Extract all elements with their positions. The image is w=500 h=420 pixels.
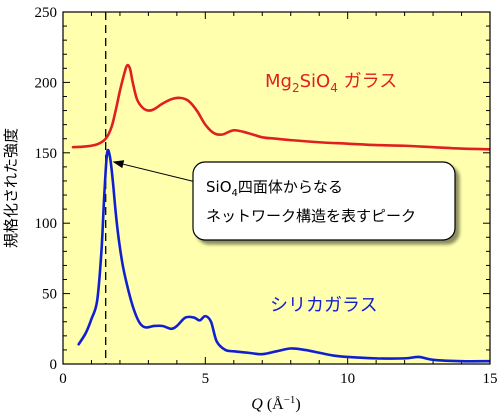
x-tick-label-15: 15 bbox=[483, 371, 498, 387]
y-tick-label-0: 0 bbox=[50, 357, 58, 373]
x-axis-title-close: ) bbox=[295, 396, 300, 413]
annotation-arrow-line bbox=[123, 163, 201, 184]
series-label-mg2sio4-part-a: Mg bbox=[265, 71, 292, 92]
annotation-line-1-sub: 4 bbox=[232, 188, 238, 199]
x-axis-title-open: (Å bbox=[263, 395, 284, 413]
annotation-line-1-part-a: SiO bbox=[206, 178, 232, 196]
series-label-mg2sio4: Mg2SiO4 ガラス bbox=[265, 71, 397, 95]
x-axis-title-var: Q bbox=[251, 396, 263, 413]
y-tick-label-250: 250 bbox=[35, 5, 58, 21]
x-tick-label-0: 0 bbox=[59, 371, 67, 387]
series-label-mg2sio4-part-c: ガラス bbox=[338, 71, 397, 92]
annotation-box bbox=[192, 161, 456, 241]
plot-frame bbox=[62, 11, 491, 365]
series-line-silica bbox=[77, 148, 490, 363]
y-tick-label-50: 50 bbox=[42, 287, 57, 303]
series-label-silica: シリカガラス bbox=[270, 295, 378, 316]
y-tick-label-200: 200 bbox=[35, 75, 58, 91]
x-axis-title-sup: −1 bbox=[284, 394, 296, 406]
annotation-arrow-head bbox=[112, 160, 125, 169]
y-tick-label-100: 100 bbox=[35, 216, 58, 232]
x-tick-label-5: 5 bbox=[202, 371, 210, 387]
x-tick-label-10: 10 bbox=[340, 371, 355, 387]
series-label-mg2sio4-part-b: SiO bbox=[300, 71, 331, 92]
series-label-mg2sio4-sub1: 2 bbox=[292, 81, 300, 95]
annotation-line-2: ネットワーク構造を表すピーク bbox=[206, 207, 416, 225]
annotation-line-1-part-b: 四面体からなる bbox=[238, 178, 343, 196]
y-tick-label-150: 150 bbox=[35, 146, 58, 162]
x-axis-title: Q (Å−1) bbox=[251, 394, 301, 413]
x-axis-ticks: 0 5 10 15 bbox=[59, 12, 498, 387]
annotation-line-1: SiO4四面体からなる bbox=[206, 178, 343, 199]
series-label-mg2sio4-sub2: 4 bbox=[330, 81, 338, 95]
y-axis-title: 規格化された強度 bbox=[2, 128, 20, 248]
y-axis-ticks: 0 50 100 150 200 250 bbox=[35, 5, 490, 373]
series-line-mg2sio4 bbox=[71, 63, 490, 151]
